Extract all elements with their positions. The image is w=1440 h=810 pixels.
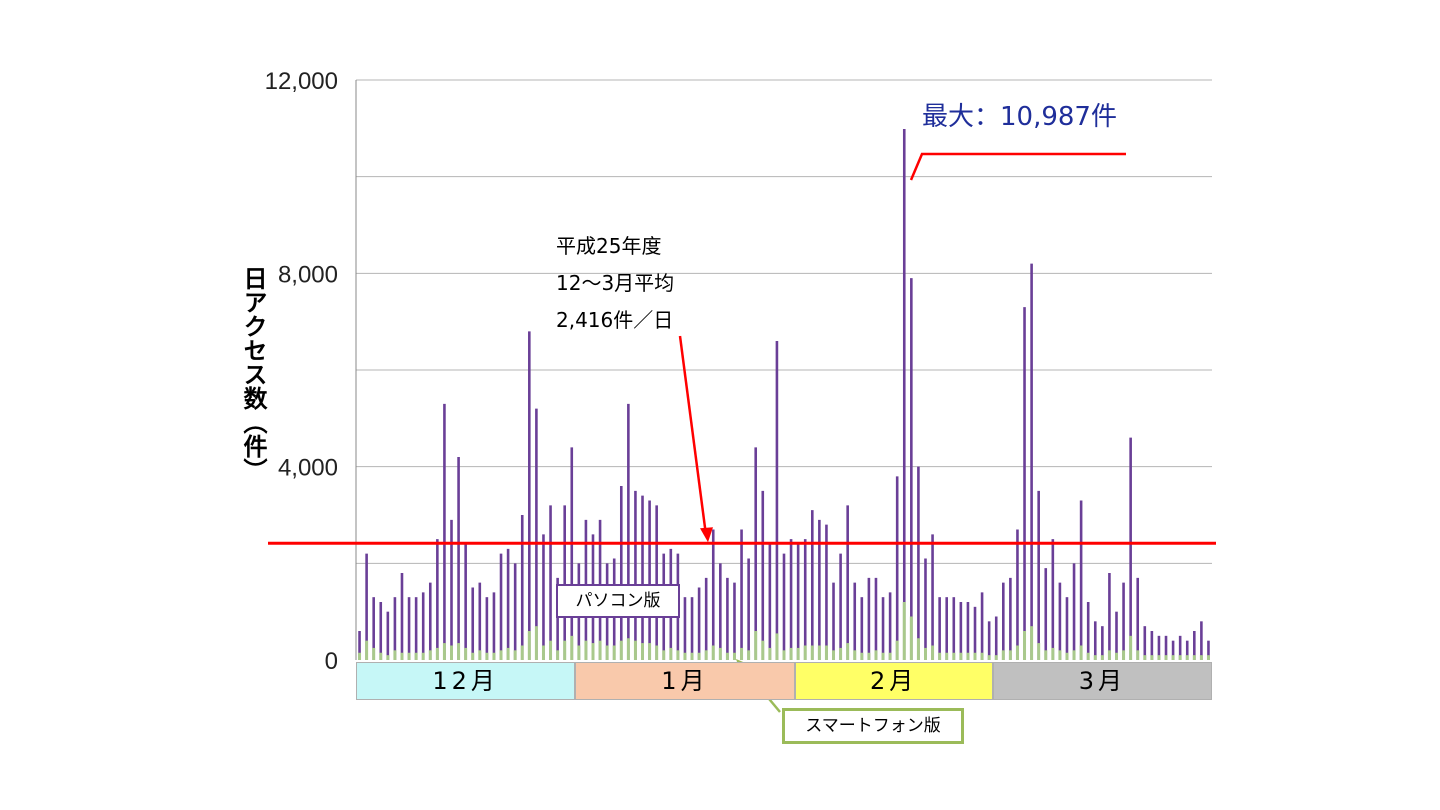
y-tick-label: 4,000	[278, 455, 338, 482]
average-arrow-head	[700, 527, 713, 543]
month-band: 1月	[575, 662, 795, 700]
gridlines	[356, 79, 1212, 564]
month-band: 2月	[794, 662, 993, 700]
legend-smartphone-label: スマートフォン版	[782, 708, 964, 744]
average-note-line-2: 12～3月平均	[556, 271, 675, 295]
y-tick-label: 8,000	[278, 261, 338, 288]
y-tick-label: 0	[325, 648, 338, 675]
max-annotation-label: 最大：10,987件	[922, 102, 1117, 132]
y-tick-label: 12,000	[265, 68, 338, 95]
average-note: 平成25年度 12～3月平均 2,416件／日	[556, 228, 674, 339]
month-band: 12月	[356, 662, 576, 700]
y-axis-label: 日アクセス数（件）	[239, 266, 267, 482]
bars	[358, 128, 1210, 660]
legend-pc-label: パソコン版	[556, 584, 680, 618]
max-leader-line	[909, 152, 1126, 181]
y-axis-ticks: 0 4,000 8,000 12,000	[265, 68, 338, 675]
average-note-line-3: 2,416件／日	[556, 308, 674, 332]
average-note-line-1: 平成25年度	[556, 234, 662, 258]
average-arrow-line	[678, 335, 708, 536]
month-band: 3月	[992, 662, 1212, 700]
